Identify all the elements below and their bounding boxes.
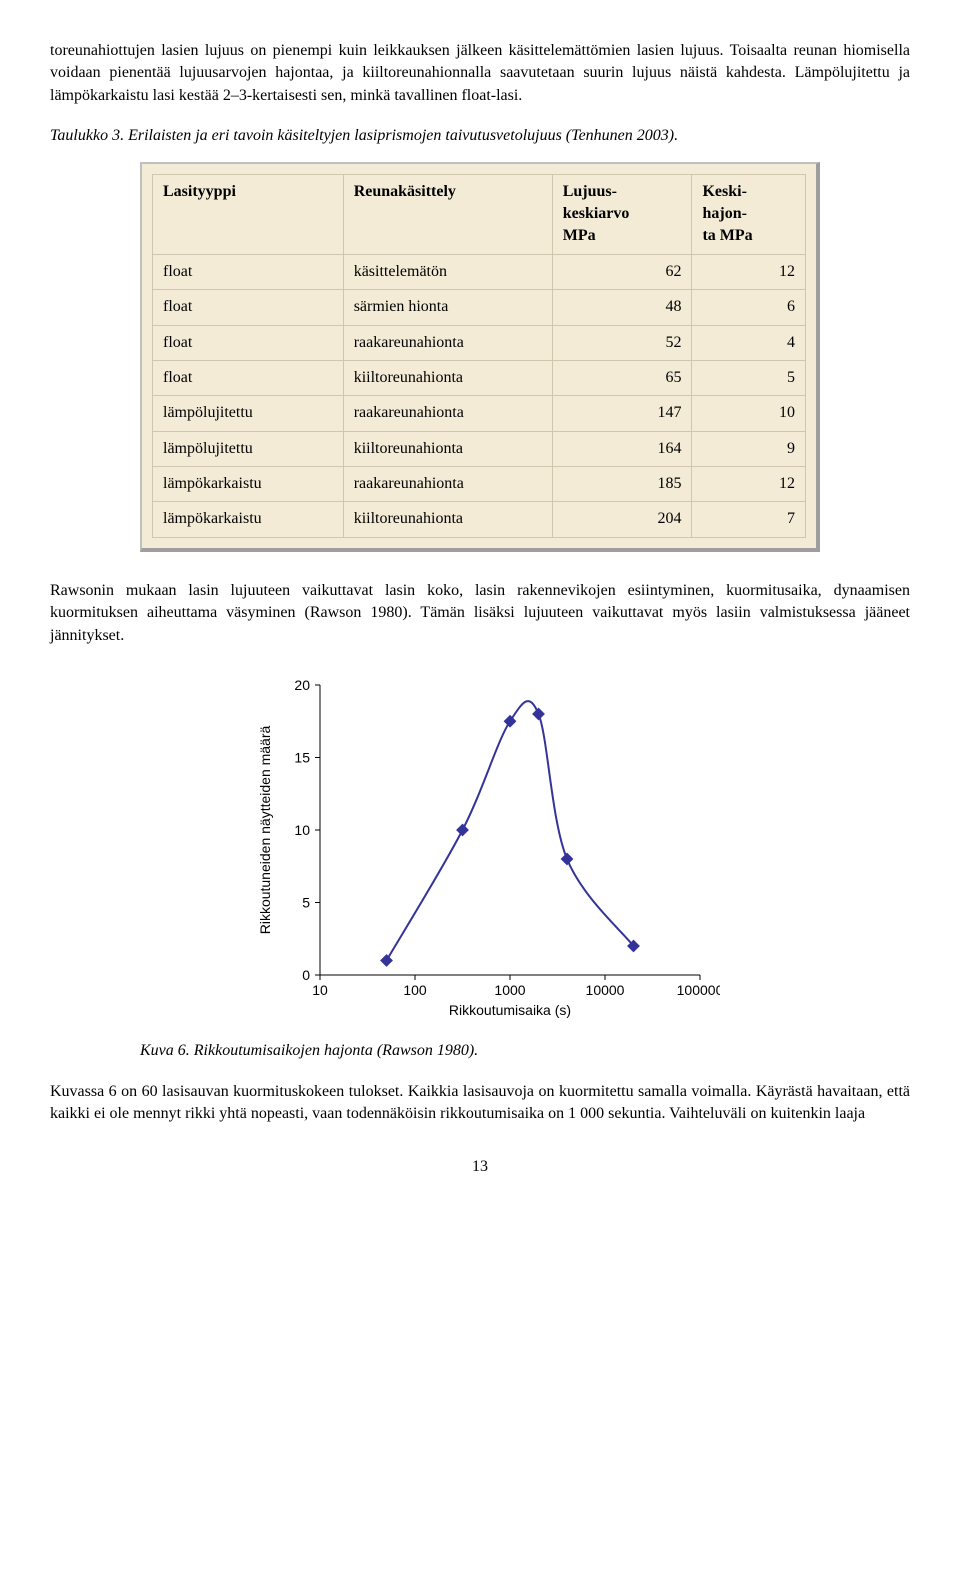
paragraph-3: Kuvassa 6 on 60 lasisauvan kuormituskoke… xyxy=(50,1081,910,1126)
table-cell: float xyxy=(153,254,344,289)
table-cell: 65 xyxy=(552,360,692,395)
table-cell: 4 xyxy=(692,325,806,360)
table-cell: lämpökarkaistu xyxy=(153,467,344,502)
table-cell: kiiltoreunahionta xyxy=(343,431,552,466)
table-cell: 12 xyxy=(692,467,806,502)
table-row: lämpökarkaistukiiltoreunahionta2047 xyxy=(153,502,806,537)
table-row: lämpökarkaisturaakareunahionta18512 xyxy=(153,467,806,502)
svg-text:5: 5 xyxy=(302,895,310,911)
chart-caption: Kuva 6. Rikkoutumisaikojen hajonta (Raws… xyxy=(140,1040,910,1062)
scatter-line-chart: 0 5 10 15 20 10 100 1000 10000 100000 Rikkoutumisa… xyxy=(240,665,720,1025)
table-caption: Taulukko 3. Erilaisten ja eri tavoin käs… xyxy=(50,125,910,147)
table-row: lämpölujitettukiiltoreunahionta1649 xyxy=(153,431,806,466)
table-cell: 52 xyxy=(552,325,692,360)
table-cell: särmien hionta xyxy=(343,290,552,325)
table-cell: raakareunahionta xyxy=(343,467,552,502)
table-row: lämpölujitetturaakareunahionta14710 xyxy=(153,396,806,431)
table-cell: 6 xyxy=(692,290,806,325)
table-cell: 12 xyxy=(692,254,806,289)
svg-text:10: 10 xyxy=(312,982,328,998)
table-cell: raakareunahionta xyxy=(343,325,552,360)
table-cell: raakareunahionta xyxy=(343,396,552,431)
svg-text:Rikkoutuneiden näytteiden määr: Rikkoutuneiden näytteiden määrä xyxy=(257,726,273,935)
col-header-lasityyppi: Lasityyppi xyxy=(153,174,344,254)
table-cell: lämpölujitettu xyxy=(153,431,344,466)
table-cell: käsittelemätön xyxy=(343,254,552,289)
table-cell: lämpökarkaistu xyxy=(153,502,344,537)
page-number: 13 xyxy=(50,1156,910,1178)
table-cell: float xyxy=(153,360,344,395)
table-cell: kiiltoreunahionta xyxy=(343,360,552,395)
table-cell: 185 xyxy=(552,467,692,502)
paragraph-2: Rawsonin mukaan lasin lujuuteen vaikutta… xyxy=(50,580,910,647)
table-cell: kiiltoreunahionta xyxy=(343,502,552,537)
svg-text:10000: 10000 xyxy=(586,982,625,998)
table-row: floatsärmien hionta486 xyxy=(153,290,806,325)
table-cell: 164 xyxy=(552,431,692,466)
table-header-row: Lasityyppi Reunakäsittely Lujuus- keskia… xyxy=(153,174,806,254)
paragraph-1: toreunahiottujen lasien lujuus on pienem… xyxy=(50,40,910,107)
table-cell: 204 xyxy=(552,502,692,537)
table-row: floatkäsittelemätön6212 xyxy=(153,254,806,289)
svg-text:100: 100 xyxy=(403,982,427,998)
table-row: floatraakareunahionta524 xyxy=(153,325,806,360)
svg-text:1000: 1000 xyxy=(494,982,525,998)
table-row: floatkiiltoreunahionta655 xyxy=(153,360,806,395)
svg-text:100000: 100000 xyxy=(677,982,720,998)
table-cell: 147 xyxy=(552,396,692,431)
table-cell: 62 xyxy=(552,254,692,289)
table-cell: 7 xyxy=(692,502,806,537)
col-header-hajonta: Keski- hajon- ta MPa xyxy=(692,174,806,254)
table-cell: float xyxy=(153,290,344,325)
svg-text:Rikkoutumisaika (s): Rikkoutumisaika (s) xyxy=(449,1002,571,1018)
table-cell: 9 xyxy=(692,431,806,466)
table-cell: lämpölujitettu xyxy=(153,396,344,431)
table-cell: 10 xyxy=(692,396,806,431)
table-cell: 48 xyxy=(552,290,692,325)
col-header-reunakasittely: Reunakäsittely xyxy=(343,174,552,254)
table-body: floatkäsittelemätön6212floatsärmien hion… xyxy=(153,254,806,537)
svg-text:10: 10 xyxy=(294,822,310,838)
col-header-lujuus: Lujuus- keskiarvo MPa xyxy=(552,174,692,254)
data-table-wrapper: Lasityyppi Reunakäsittely Lujuus- keskia… xyxy=(140,162,820,552)
svg-text:0: 0 xyxy=(302,967,310,983)
table-cell: float xyxy=(153,325,344,360)
table-cell: 5 xyxy=(692,360,806,395)
svg-text:15: 15 xyxy=(294,750,310,766)
svg-text:20: 20 xyxy=(294,677,310,693)
chart-container: 0 5 10 15 20 10 100 1000 10000 100000 Rikkoutumisa… xyxy=(240,665,720,1032)
data-table: Lasityyppi Reunakäsittely Lujuus- keskia… xyxy=(152,174,806,538)
